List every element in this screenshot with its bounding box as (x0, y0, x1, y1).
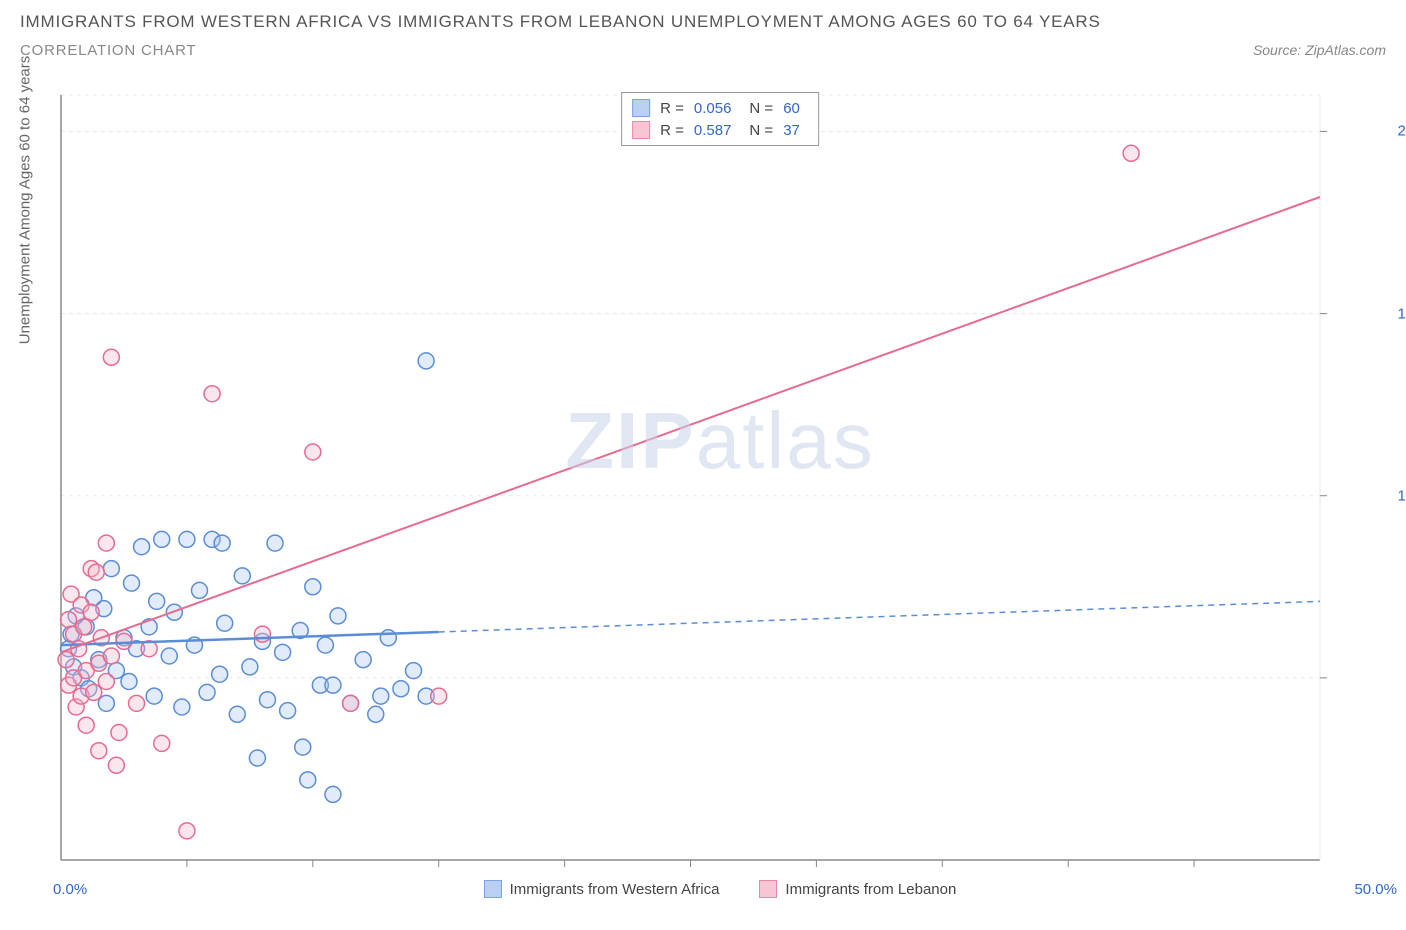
data-point (98, 674, 114, 690)
data-point (305, 444, 321, 460)
data-point (234, 568, 250, 584)
data-point (212, 666, 228, 682)
data-point (280, 703, 296, 719)
data-point (124, 575, 140, 591)
data-point (431, 688, 447, 704)
data-point (116, 633, 132, 649)
data-point (88, 564, 104, 580)
data-point (373, 688, 389, 704)
data-point (91, 743, 107, 759)
chart-title: IMMIGRANTS FROM WESTERN AFRICA VS IMMIGR… (20, 12, 1386, 32)
data-point (103, 349, 119, 365)
data-point (343, 695, 359, 711)
data-point (108, 757, 124, 773)
data-point (406, 663, 422, 679)
r-label: R = (660, 122, 684, 139)
data-point (325, 677, 341, 693)
n-label: N = (749, 122, 773, 139)
data-point (103, 648, 119, 664)
y-tick-label: 20.0% (1397, 123, 1406, 140)
data-point (393, 681, 409, 697)
r-value: 0.587 (694, 122, 732, 139)
data-point (1123, 145, 1139, 161)
data-point (267, 535, 283, 551)
trend-line-dashed (439, 601, 1320, 632)
data-point (242, 659, 258, 675)
data-point (295, 739, 311, 755)
chart-subtitle: CORRELATION CHART (20, 42, 196, 59)
data-point (154, 531, 170, 547)
y-axis-label: Unemployment Among Ages 60 to 64 years (17, 56, 34, 345)
data-point (161, 648, 177, 664)
series-legend: Immigrants from Western Africa Immigrants… (55, 880, 1385, 898)
chart-area: Unemployment Among Ages 60 to 64 years Z… (55, 90, 1385, 870)
data-point (58, 652, 74, 668)
data-point (129, 695, 145, 711)
legend-swatch (759, 880, 777, 898)
data-point (146, 688, 162, 704)
stats-row: R = 0.587 N = 37 (632, 119, 808, 141)
data-point (229, 706, 245, 722)
r-value: 0.056 (694, 100, 732, 117)
trend-line-solid (61, 197, 1320, 652)
data-point (204, 386, 220, 402)
y-tick-label: 10.0% (1397, 487, 1406, 504)
data-point (191, 582, 207, 598)
data-point (78, 717, 94, 733)
data-point (83, 604, 99, 620)
legend-swatch (632, 99, 650, 117)
data-point (214, 535, 230, 551)
n-label: N = (749, 100, 773, 117)
data-point (199, 684, 215, 700)
data-point (174, 699, 190, 715)
legend-label: Immigrants from Western Africa (510, 881, 720, 898)
data-point (254, 626, 270, 642)
data-point (317, 637, 333, 653)
data-point (86, 684, 102, 700)
data-point (98, 695, 114, 711)
data-point (217, 615, 233, 631)
data-point (76, 619, 92, 635)
data-point (368, 706, 384, 722)
data-point (325, 786, 341, 802)
data-point (149, 593, 165, 609)
y-tick-label: 15.0% (1397, 305, 1406, 322)
legend-swatch (484, 880, 502, 898)
n-value: 37 (783, 122, 800, 139)
data-point (134, 539, 150, 555)
n-value: 60 (783, 100, 800, 117)
data-point (179, 531, 195, 547)
legend-label: Immigrants from Lebanon (785, 881, 956, 898)
data-point (275, 644, 291, 660)
data-point (121, 674, 137, 690)
data-point (154, 735, 170, 751)
stats-row: R = 0.056 N = 60 (632, 97, 808, 119)
legend-item: Immigrants from Western Africa (484, 880, 720, 898)
data-point (103, 561, 119, 577)
data-point (418, 353, 434, 369)
data-point (61, 612, 77, 628)
source-attribution: Source: ZipAtlas.com (1253, 42, 1386, 58)
data-point (330, 608, 346, 624)
data-point (380, 630, 396, 646)
r-label: R = (660, 100, 684, 117)
stats-legend: R = 0.056 N = 60 R = 0.587 N = 37 (621, 92, 819, 146)
legend-swatch (632, 121, 650, 139)
data-point (305, 579, 321, 595)
data-point (98, 535, 114, 551)
data-point (179, 823, 195, 839)
scatter-plot (55, 90, 1385, 870)
legend-item: Immigrants from Lebanon (759, 880, 956, 898)
data-point (300, 772, 316, 788)
data-point (111, 725, 127, 741)
data-point (355, 652, 371, 668)
data-point (259, 692, 275, 708)
data-point (249, 750, 265, 766)
